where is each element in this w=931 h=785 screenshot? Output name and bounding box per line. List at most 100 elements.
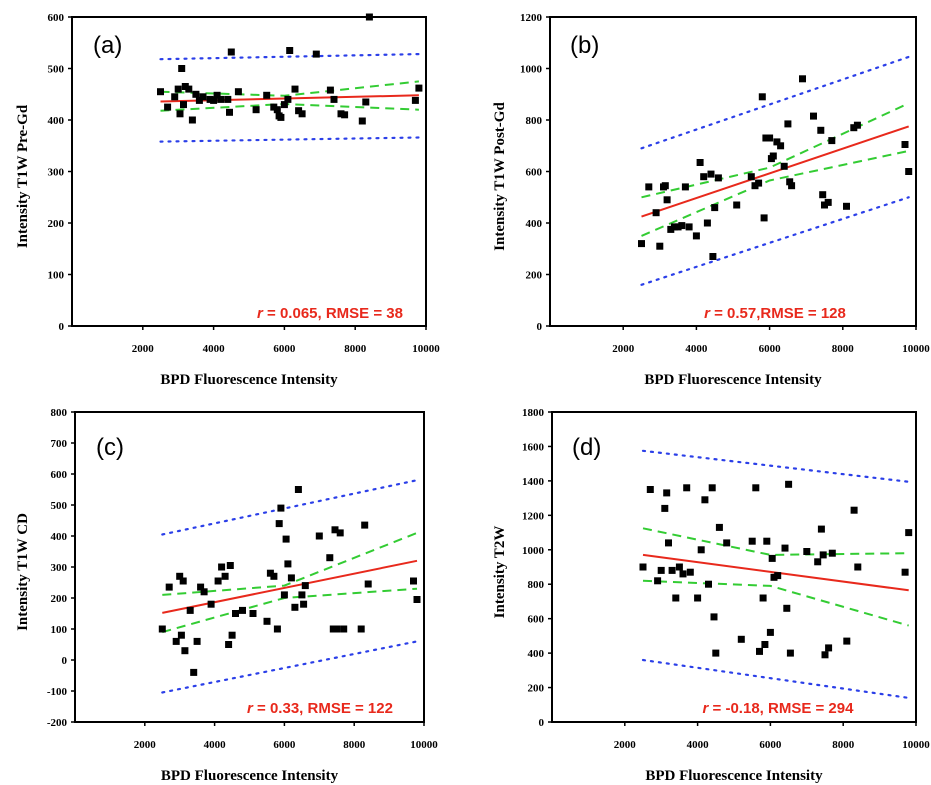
data-point [639, 563, 647, 571]
data-point [810, 112, 817, 120]
stat-values: = -0.18, RMSE = 294 [708, 700, 854, 717]
data-point [785, 480, 793, 488]
data-point [825, 644, 833, 652]
y-tick-label: 300 [51, 562, 68, 574]
confidence-band-upper [162, 531, 418, 596]
data-point [788, 182, 796, 190]
data-point [228, 631, 236, 639]
x-tick-label: 10000 [902, 739, 930, 751]
data-point [901, 568, 909, 576]
data-point [703, 219, 711, 227]
prediction-band-lower [641, 658, 910, 700]
y-tick-label: 1800 [522, 407, 545, 419]
data-point [176, 110, 184, 118]
prediction-band-upper [159, 52, 420, 61]
x-tick-label: 10000 [410, 739, 438, 751]
data-point [652, 209, 660, 217]
y-tick-label: 500 [51, 500, 68, 512]
data-point [200, 588, 208, 596]
data-point [784, 120, 792, 128]
data-point [675, 563, 683, 571]
data-point [294, 486, 302, 493]
data-point [901, 141, 909, 148]
stat-annotation: r = 0.065, RMSE = 38 [257, 305, 403, 322]
y-tick-label: 400 [51, 531, 68, 543]
data-point [224, 95, 232, 103]
data-point [273, 625, 281, 633]
data-point [661, 182, 669, 190]
y-tick-label: 500 [48, 64, 65, 76]
data-point [340, 625, 348, 633]
data-point [686, 568, 694, 576]
data-point [760, 214, 768, 222]
x-tick-label: 4000 [685, 343, 708, 355]
data-point [179, 577, 187, 585]
plot-frame [549, 16, 917, 327]
panel-letter: (c) [96, 434, 124, 461]
y-tick-label: 0 [62, 655, 68, 667]
data-point [824, 198, 832, 206]
data-point [410, 577, 417, 585]
data-point [287, 574, 295, 582]
data-point [263, 617, 271, 625]
y-tick-label: 0 [537, 321, 543, 333]
panel-letter: (a) [93, 32, 122, 59]
data-point [282, 535, 290, 543]
stat-annotation: r = -0.18, RMSE = 294 [703, 700, 855, 717]
data-point [712, 649, 720, 657]
data-point [819, 191, 827, 199]
y-tick-label: 100 [48, 270, 65, 282]
data-point [252, 106, 260, 114]
data-point [762, 134, 770, 142]
data-point [674, 223, 682, 231]
data-point [737, 635, 745, 643]
y-tick-label: 400 [48, 115, 65, 127]
data-point [217, 95, 225, 103]
regression-line [641, 125, 910, 218]
y-axis-label: Intensity T1W Post-Gd [492, 102, 508, 251]
stat-annotation: r = 0.57,RMSE = 128 [704, 305, 846, 322]
data-point [710, 613, 718, 621]
data-point [415, 84, 423, 92]
data-point [199, 93, 207, 101]
data-point [181, 647, 189, 655]
x-axis-label: BPD Fluorescence Intensity [645, 768, 823, 784]
x-axis-label: BPD Fluorescence Intensity [160, 372, 338, 388]
data-point [774, 572, 782, 580]
data-point [770, 573, 778, 581]
data-point [821, 651, 829, 659]
x-tick-label: 8000 [832, 343, 855, 355]
data-point [683, 484, 691, 492]
y-tick-label: 200 [48, 218, 65, 230]
data-point [814, 558, 822, 566]
panel-a: 0 100 200 300 400 500 600 2000 4000 6000 8000 10000… [15, 12, 440, 388]
data-point [714, 174, 722, 182]
data-point [315, 532, 323, 540]
data-point [291, 85, 299, 93]
y-tick-label: 0 [59, 321, 65, 333]
data-point [707, 170, 715, 178]
data-point [780, 162, 788, 170]
data-point [763, 537, 771, 545]
stat-r-symbol: r [703, 700, 710, 717]
y-tick-label: 200 [51, 593, 68, 605]
data-point [195, 96, 203, 104]
prediction-band-lower [640, 196, 910, 286]
confidence-band-lower [162, 587, 418, 634]
data-point [298, 591, 306, 599]
data-point [213, 91, 221, 99]
data-point [646, 486, 654, 493]
data-point [769, 152, 777, 160]
y-tick-label: 700 [51, 438, 68, 450]
data-point [226, 562, 234, 569]
data-point [190, 668, 198, 676]
data-point [361, 521, 369, 529]
x-axis-label: BPD Fluorescence Intensity [161, 768, 339, 784]
data-point [193, 637, 201, 645]
data-point [158, 625, 166, 633]
confidence-band-lower [642, 579, 909, 627]
data-point [411, 96, 419, 104]
data-point [756, 647, 763, 655]
data-point [341, 111, 349, 119]
